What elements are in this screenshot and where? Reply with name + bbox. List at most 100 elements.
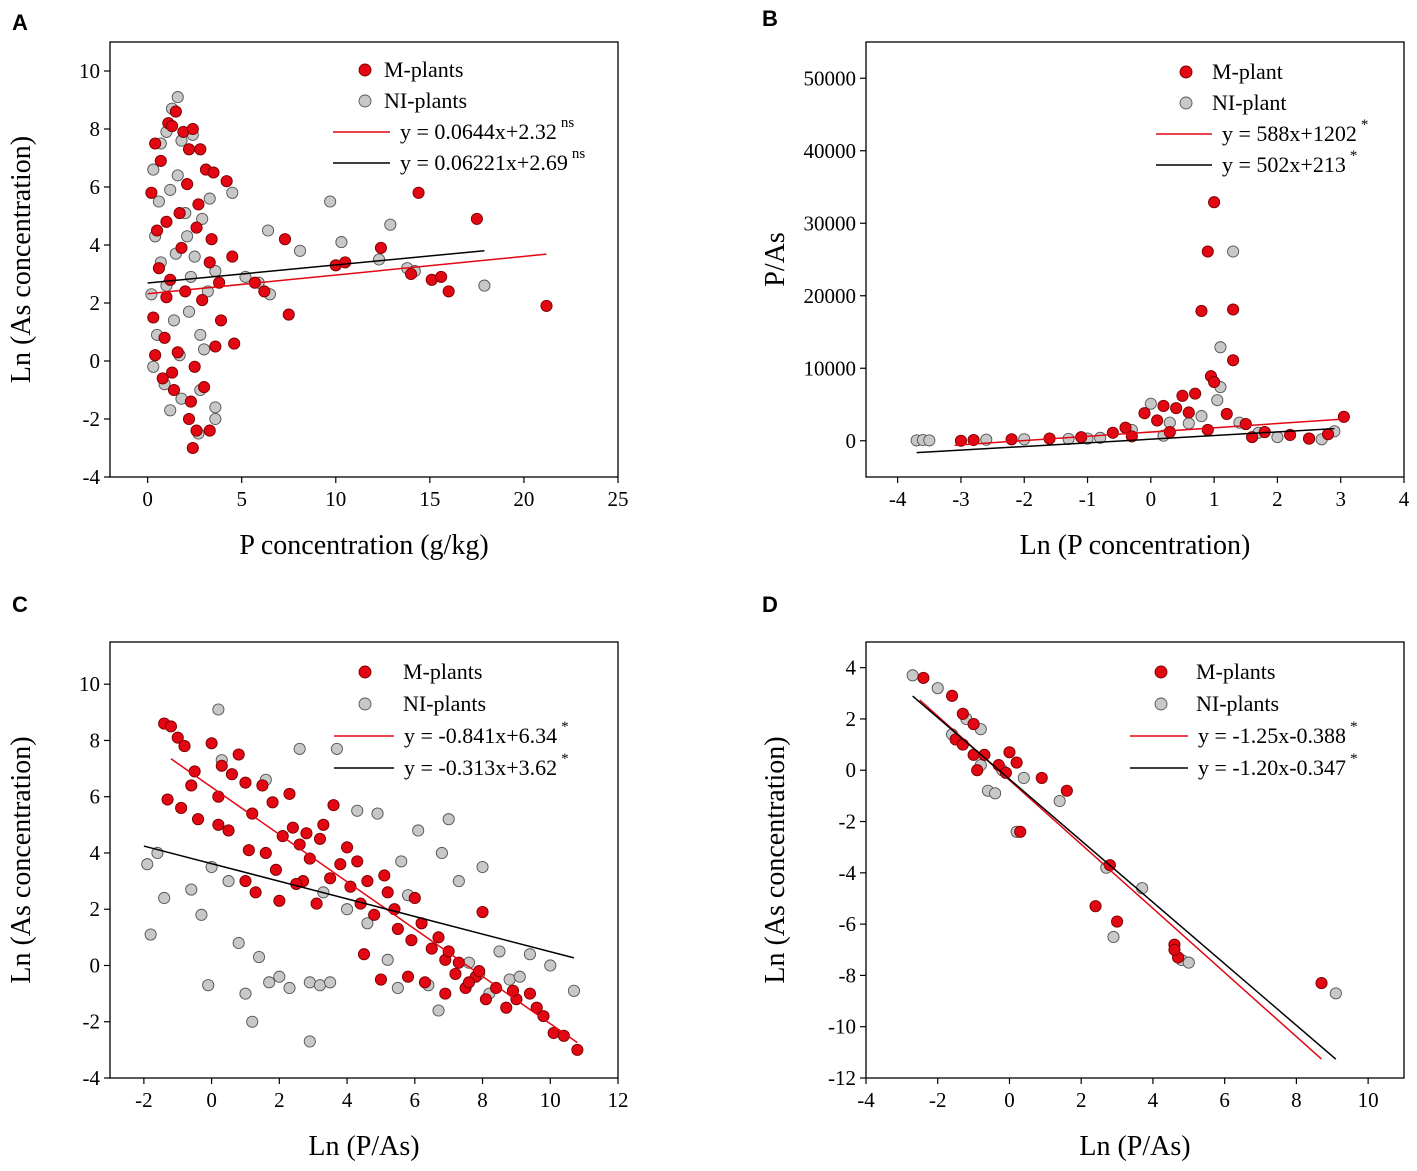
data-point-m <box>167 383 181 397</box>
x-tick-label: 10 <box>540 1088 561 1112</box>
data-point-m <box>571 1043 584 1056</box>
data-point-m <box>1176 389 1189 402</box>
data-point-m <box>357 948 371 961</box>
fit-line-ni <box>147 249 485 284</box>
data-point-ni <box>1017 771 1030 784</box>
y-tick-label: -8 <box>839 963 857 987</box>
data-point-m <box>344 880 357 893</box>
series-ni-plants <box>141 703 581 1048</box>
data-point-m <box>449 967 462 980</box>
legend-label: M-plants <box>384 57 463 82</box>
data-point-ni <box>906 669 919 682</box>
x-tick-label: -2 <box>929 1088 947 1112</box>
data-point-m <box>405 934 418 947</box>
data-point-ni <box>188 250 201 263</box>
x-tick-label: 10 <box>1358 1088 1379 1112</box>
data-point-m <box>259 846 272 860</box>
data-point-m <box>540 299 553 312</box>
data-point-ni <box>303 1035 316 1048</box>
data-point-ni <box>185 883 198 896</box>
legend-label: NI-plant <box>1212 90 1287 115</box>
data-point-m <box>1005 433 1018 446</box>
x-tick-label: -2 <box>1015 487 1033 511</box>
data-point-m <box>412 186 425 199</box>
data-point-m <box>1157 399 1170 413</box>
data-point-m <box>214 314 228 327</box>
fit-line-m <box>147 253 547 295</box>
data-point-m <box>190 424 203 437</box>
legend-equation: y = 502x+213 <box>1222 152 1346 177</box>
data-point-m <box>1321 428 1335 441</box>
y-tick-label: 2 <box>90 897 101 921</box>
data-point-m <box>1201 245 1214 258</box>
data-point-m <box>956 707 969 720</box>
x-tick-label: -4 <box>889 487 907 511</box>
data-point-m <box>310 897 323 910</box>
panel-letter: B <box>762 6 778 31</box>
data-point-ni <box>435 846 448 860</box>
data-point-ni <box>1144 397 1157 410</box>
data-point-m <box>1014 825 1027 838</box>
data-point-m <box>324 872 337 885</box>
data-point-m <box>158 331 171 344</box>
significance-mark: ns <box>561 115 575 131</box>
x-tick-label: 0 <box>1004 1088 1015 1112</box>
data-point-m <box>557 1029 570 1042</box>
data-point-ni <box>263 976 276 989</box>
data-point-m <box>530 1001 543 1014</box>
y-tick-label: -12 <box>828 1066 856 1090</box>
data-point-m <box>303 852 316 865</box>
data-point-m <box>249 886 262 899</box>
y-tick-label: 30000 <box>804 211 857 235</box>
x-tick-label: 6 <box>410 1088 421 1112</box>
data-point-ni <box>1107 930 1120 943</box>
data-point-m <box>401 970 415 983</box>
y-tick-label: 40000 <box>804 139 857 163</box>
data-point-m <box>432 931 445 944</box>
data-point-m <box>169 105 182 118</box>
data-point-ni <box>195 908 208 921</box>
data-point-m <box>171 346 184 359</box>
x-axis-title: Ln (P/As) <box>308 1131 419 1162</box>
data-point-ni <box>432 1004 445 1017</box>
data-point-ni <box>1214 341 1227 354</box>
data-point-ni <box>158 891 171 905</box>
x-tick-label: 4 <box>342 1088 353 1112</box>
data-point-m <box>351 855 364 868</box>
panel-letter: A <box>12 10 28 35</box>
y-tick-label: 6 <box>90 175 101 199</box>
data-point-m <box>149 137 162 150</box>
x-tick-label: 1 <box>1209 487 1220 511</box>
data-point-ni <box>361 917 374 930</box>
data-point-ni <box>1182 417 1195 430</box>
series-ni-plants <box>145 91 491 440</box>
data-point-ni <box>1062 432 1075 445</box>
y-tick-label: 2 <box>846 707 857 731</box>
data-point-m <box>425 942 438 955</box>
data-point-m <box>205 737 218 750</box>
y-tick-label: -2 <box>83 1010 101 1034</box>
data-point-m <box>192 813 205 826</box>
data-point-ni <box>202 979 215 992</box>
data-point-ni <box>523 948 536 961</box>
data-point-m <box>266 796 279 809</box>
plot-frame <box>865 41 1405 478</box>
x-tick-label: 8 <box>477 1088 488 1112</box>
data-point-ni <box>324 195 337 208</box>
fit-line-m <box>954 418 1341 446</box>
panel-a: A 0 5 10 15 20 25 -4 -2 0 2 4 6 8 10 P concentration (g… <box>6 10 629 561</box>
data-point-m <box>978 748 991 761</box>
y-tick-label: -2 <box>839 810 857 834</box>
data-point-m <box>226 250 239 263</box>
x-tick-label: 15 <box>419 487 440 511</box>
data-point-ni <box>1211 394 1224 407</box>
data-point-ni <box>373 253 386 266</box>
data-point-m <box>313 832 327 845</box>
data-point-m <box>196 294 209 307</box>
data-point-m <box>171 731 184 744</box>
data-point-m <box>152 262 165 275</box>
legend-equation: y = -1.20x-0.347 <box>1198 755 1346 780</box>
x-axis-title: P concentration (g/kg) <box>239 530 488 561</box>
